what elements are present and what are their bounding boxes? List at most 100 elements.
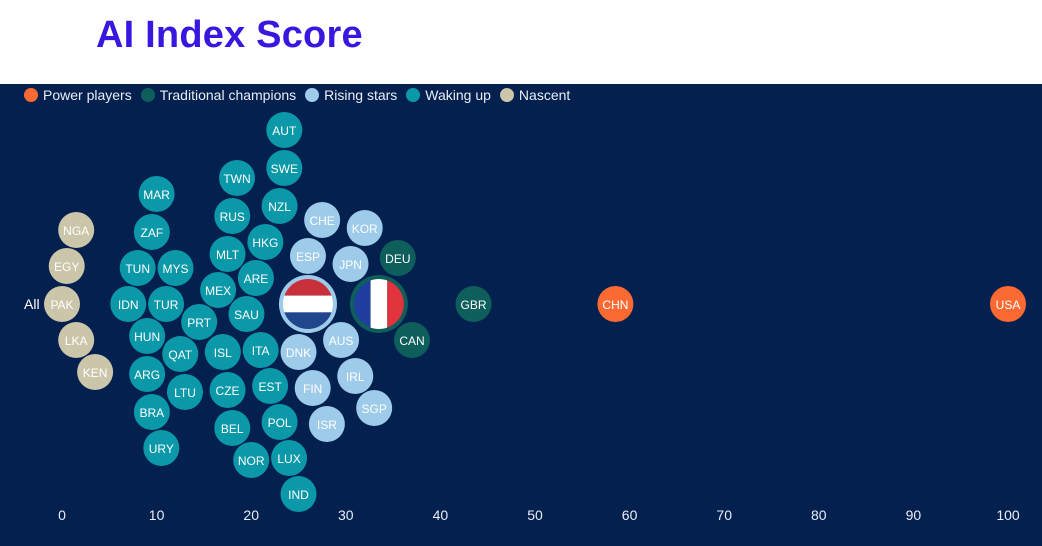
bubble-circle-mlt bbox=[209, 236, 246, 272]
bubble-ken[interactable]: KEN bbox=[77, 354, 114, 390]
bubble-label-tun: TUN bbox=[125, 262, 150, 276]
bubble-can[interactable]: CAN bbox=[394, 322, 431, 358]
bubble-mar[interactable]: MAR bbox=[138, 176, 175, 212]
bubble-usa[interactable]: USA bbox=[990, 286, 1026, 322]
bubble-circle-nzl bbox=[261, 188, 298, 224]
bubble-tur[interactable]: TUR bbox=[148, 286, 185, 322]
bubble-sgp[interactable]: SGP bbox=[356, 390, 393, 426]
bubble-sau[interactable]: SAU bbox=[228, 296, 265, 332]
bubble-idn[interactable]: IDN bbox=[110, 286, 147, 322]
bubble-label-gbr: GBR bbox=[461, 298, 487, 312]
bubble-egy[interactable]: EGY bbox=[48, 248, 85, 284]
bubble-mys[interactable]: MYS bbox=[157, 250, 194, 286]
bubble-lka[interactable]: LKA bbox=[58, 322, 95, 358]
bubble-circle-nor bbox=[233, 442, 270, 478]
bubble-circle-are bbox=[237, 260, 274, 296]
bubble-irl[interactable]: IRL bbox=[337, 358, 374, 394]
bubble-label-mar: MAR bbox=[143, 188, 170, 202]
legend-item-traditional-champions[interactable]: Traditional champions bbox=[140, 87, 296, 103]
bubble-circle-jpn bbox=[332, 246, 369, 282]
bubble-bel[interactable]: BEL bbox=[214, 410, 251, 446]
x-tick-70: 70 bbox=[716, 507, 732, 523]
bubble-cze[interactable]: CZE bbox=[209, 372, 246, 408]
bubble-are[interactable]: ARE bbox=[237, 260, 274, 296]
bubble-lux[interactable]: LUX bbox=[271, 440, 308, 476]
bubble-isl[interactable]: ISL bbox=[204, 334, 241, 370]
bubble-dnk[interactable]: DNK bbox=[280, 334, 317, 370]
chart-title: AI Index Score bbox=[96, 14, 363, 56]
bubble-circle-kor bbox=[346, 210, 383, 246]
bubble-label-ltu: LTU bbox=[174, 386, 196, 400]
legend-item-nascent[interactable]: Nascent bbox=[499, 87, 570, 103]
bubble-label-irl: IRL bbox=[346, 370, 365, 384]
bubble-circle-nga bbox=[58, 212, 95, 248]
bubble-nga[interactable]: NGA bbox=[58, 212, 95, 248]
bubble-label-sgp: SGP bbox=[362, 402, 387, 416]
flag-bubble-fra[interactable] bbox=[349, 275, 408, 333]
legend-item-rising-stars[interactable]: Rising stars bbox=[305, 87, 397, 103]
bubble-esp[interactable]: ESP bbox=[289, 238, 326, 274]
bubble-circle-deu bbox=[379, 240, 416, 276]
legend-item-power-players[interactable]: Power players bbox=[24, 87, 132, 103]
bubble-label-lka: LKA bbox=[65, 334, 88, 348]
bubble-mlt[interactable]: MLT bbox=[209, 236, 246, 272]
legend-item-waking-up[interactable]: Waking up bbox=[406, 87, 491, 103]
bubble-nzl[interactable]: NZL bbox=[261, 188, 298, 224]
bubble-ita[interactable]: ITA bbox=[242, 332, 279, 368]
bubble-pak[interactable]: PAK bbox=[44, 286, 80, 322]
bubble-est[interactable]: EST bbox=[252, 368, 289, 404]
bubble-label-aus: AUS bbox=[329, 334, 354, 348]
bubble-circle-ury bbox=[143, 430, 180, 466]
bubble-isr[interactable]: ISR bbox=[308, 406, 345, 442]
bubble-label-tur: TUR bbox=[154, 298, 179, 312]
bubble-qat[interactable]: QAT bbox=[162, 336, 199, 372]
bubble-label-bel: BEL bbox=[221, 422, 244, 436]
bubble-label-dnk: DNK bbox=[286, 346, 311, 360]
bubble-label-ind: IND bbox=[288, 488, 309, 502]
flag-bubble-nld[interactable] bbox=[278, 275, 337, 333]
bubble-aut[interactable]: AUT bbox=[266, 112, 303, 148]
bubble-fin[interactable]: FIN bbox=[294, 370, 331, 406]
bubble-ltu[interactable]: LTU bbox=[166, 374, 203, 410]
bubble-label-are: ARE bbox=[244, 272, 269, 286]
bubble-nor[interactable]: NOR bbox=[233, 442, 270, 478]
bubble-tun[interactable]: TUN bbox=[119, 250, 156, 286]
x-tick-40: 40 bbox=[433, 507, 449, 523]
bubble-prt[interactable]: PRT bbox=[181, 304, 218, 340]
bubble-pol[interactable]: POL bbox=[261, 404, 298, 440]
bubble-swe[interactable]: SWE bbox=[266, 150, 303, 186]
bubble-circle-dnk bbox=[280, 334, 317, 370]
bubble-zaf[interactable]: ZAF bbox=[133, 214, 170, 250]
bubble-label-mys: MYS bbox=[163, 262, 189, 276]
bubble-label-egy: EGY bbox=[54, 260, 79, 274]
bubble-label-usa: USA bbox=[996, 298, 1021, 312]
bubble-rus[interactable]: RUS bbox=[214, 198, 251, 234]
bubble-mex[interactable]: MEX bbox=[200, 272, 237, 308]
bubble-circle-lux bbox=[271, 440, 308, 476]
bubble-label-ury: URY bbox=[149, 442, 174, 456]
bubble-hun[interactable]: HUN bbox=[129, 318, 166, 354]
bubble-circle-pol bbox=[261, 404, 298, 440]
bubble-circle-mex bbox=[200, 272, 237, 308]
bubble-gbr[interactable]: GBR bbox=[455, 286, 492, 322]
bubble-circle-sau bbox=[228, 296, 265, 332]
bubble-deu[interactable]: DEU bbox=[379, 240, 416, 276]
legend-swatch-nascent bbox=[499, 88, 514, 102]
bubble-chn[interactable]: CHN bbox=[597, 286, 634, 322]
bubble-jpn[interactable]: JPN bbox=[332, 246, 369, 282]
bubble-bra[interactable]: BRA bbox=[133, 394, 170, 430]
bubble-ind[interactable]: IND bbox=[280, 476, 317, 512]
bubble-twn[interactable]: TWN bbox=[219, 160, 256, 196]
bubble-ury[interactable]: URY bbox=[143, 430, 180, 466]
bubble-label-isl: ISL bbox=[214, 346, 232, 360]
bubble-circle-chn bbox=[597, 286, 634, 322]
bubble-circle-can bbox=[394, 322, 431, 358]
bubble-hkg[interactable]: HKG bbox=[247, 224, 284, 260]
bubble-circle-swe bbox=[266, 150, 303, 186]
bubble-label-hkg: HKG bbox=[252, 236, 278, 250]
bubble-che[interactable]: CHE bbox=[304, 202, 341, 238]
bubble-arg[interactable]: ARG bbox=[129, 356, 166, 392]
bubble-kor[interactable]: KOR bbox=[346, 210, 383, 246]
bubble-circle-zaf bbox=[133, 214, 170, 250]
bubble-aus[interactable]: AUS bbox=[323, 322, 360, 358]
